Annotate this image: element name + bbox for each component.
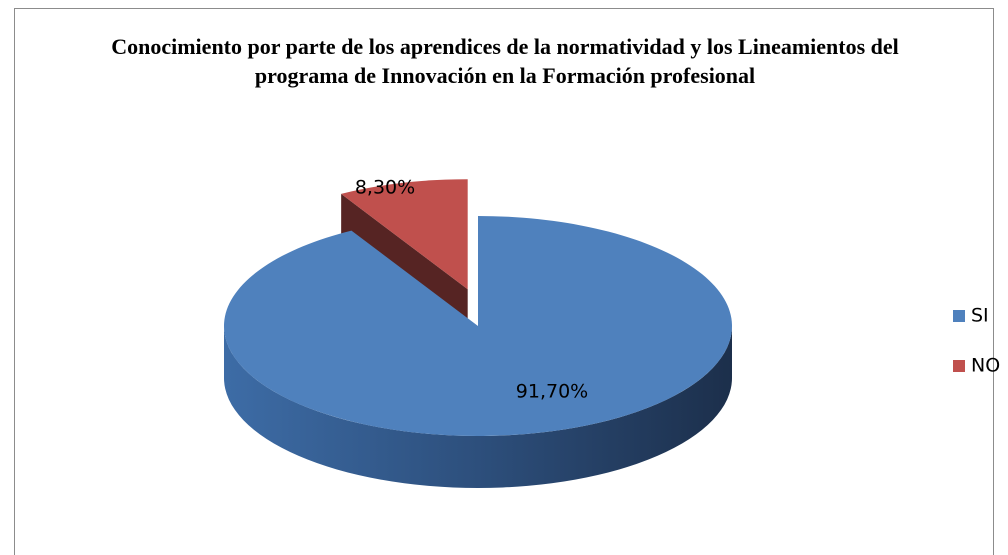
slice bbox=[223, 216, 732, 436]
legend-swatch bbox=[953, 310, 965, 322]
legend-swatch bbox=[953, 360, 965, 372]
slice bbox=[341, 179, 468, 290]
data-label: 8,30% bbox=[355, 177, 415, 199]
legend-label: SI bbox=[971, 305, 989, 327]
chart-border bbox=[14, 8, 994, 555]
data-label: 91,70% bbox=[516, 381, 588, 403]
legend-label: NO bbox=[971, 355, 1000, 377]
chart-title: Conocimiento por parte de los aprendices… bbox=[111, 34, 899, 88]
slice-side bbox=[224, 326, 732, 488]
